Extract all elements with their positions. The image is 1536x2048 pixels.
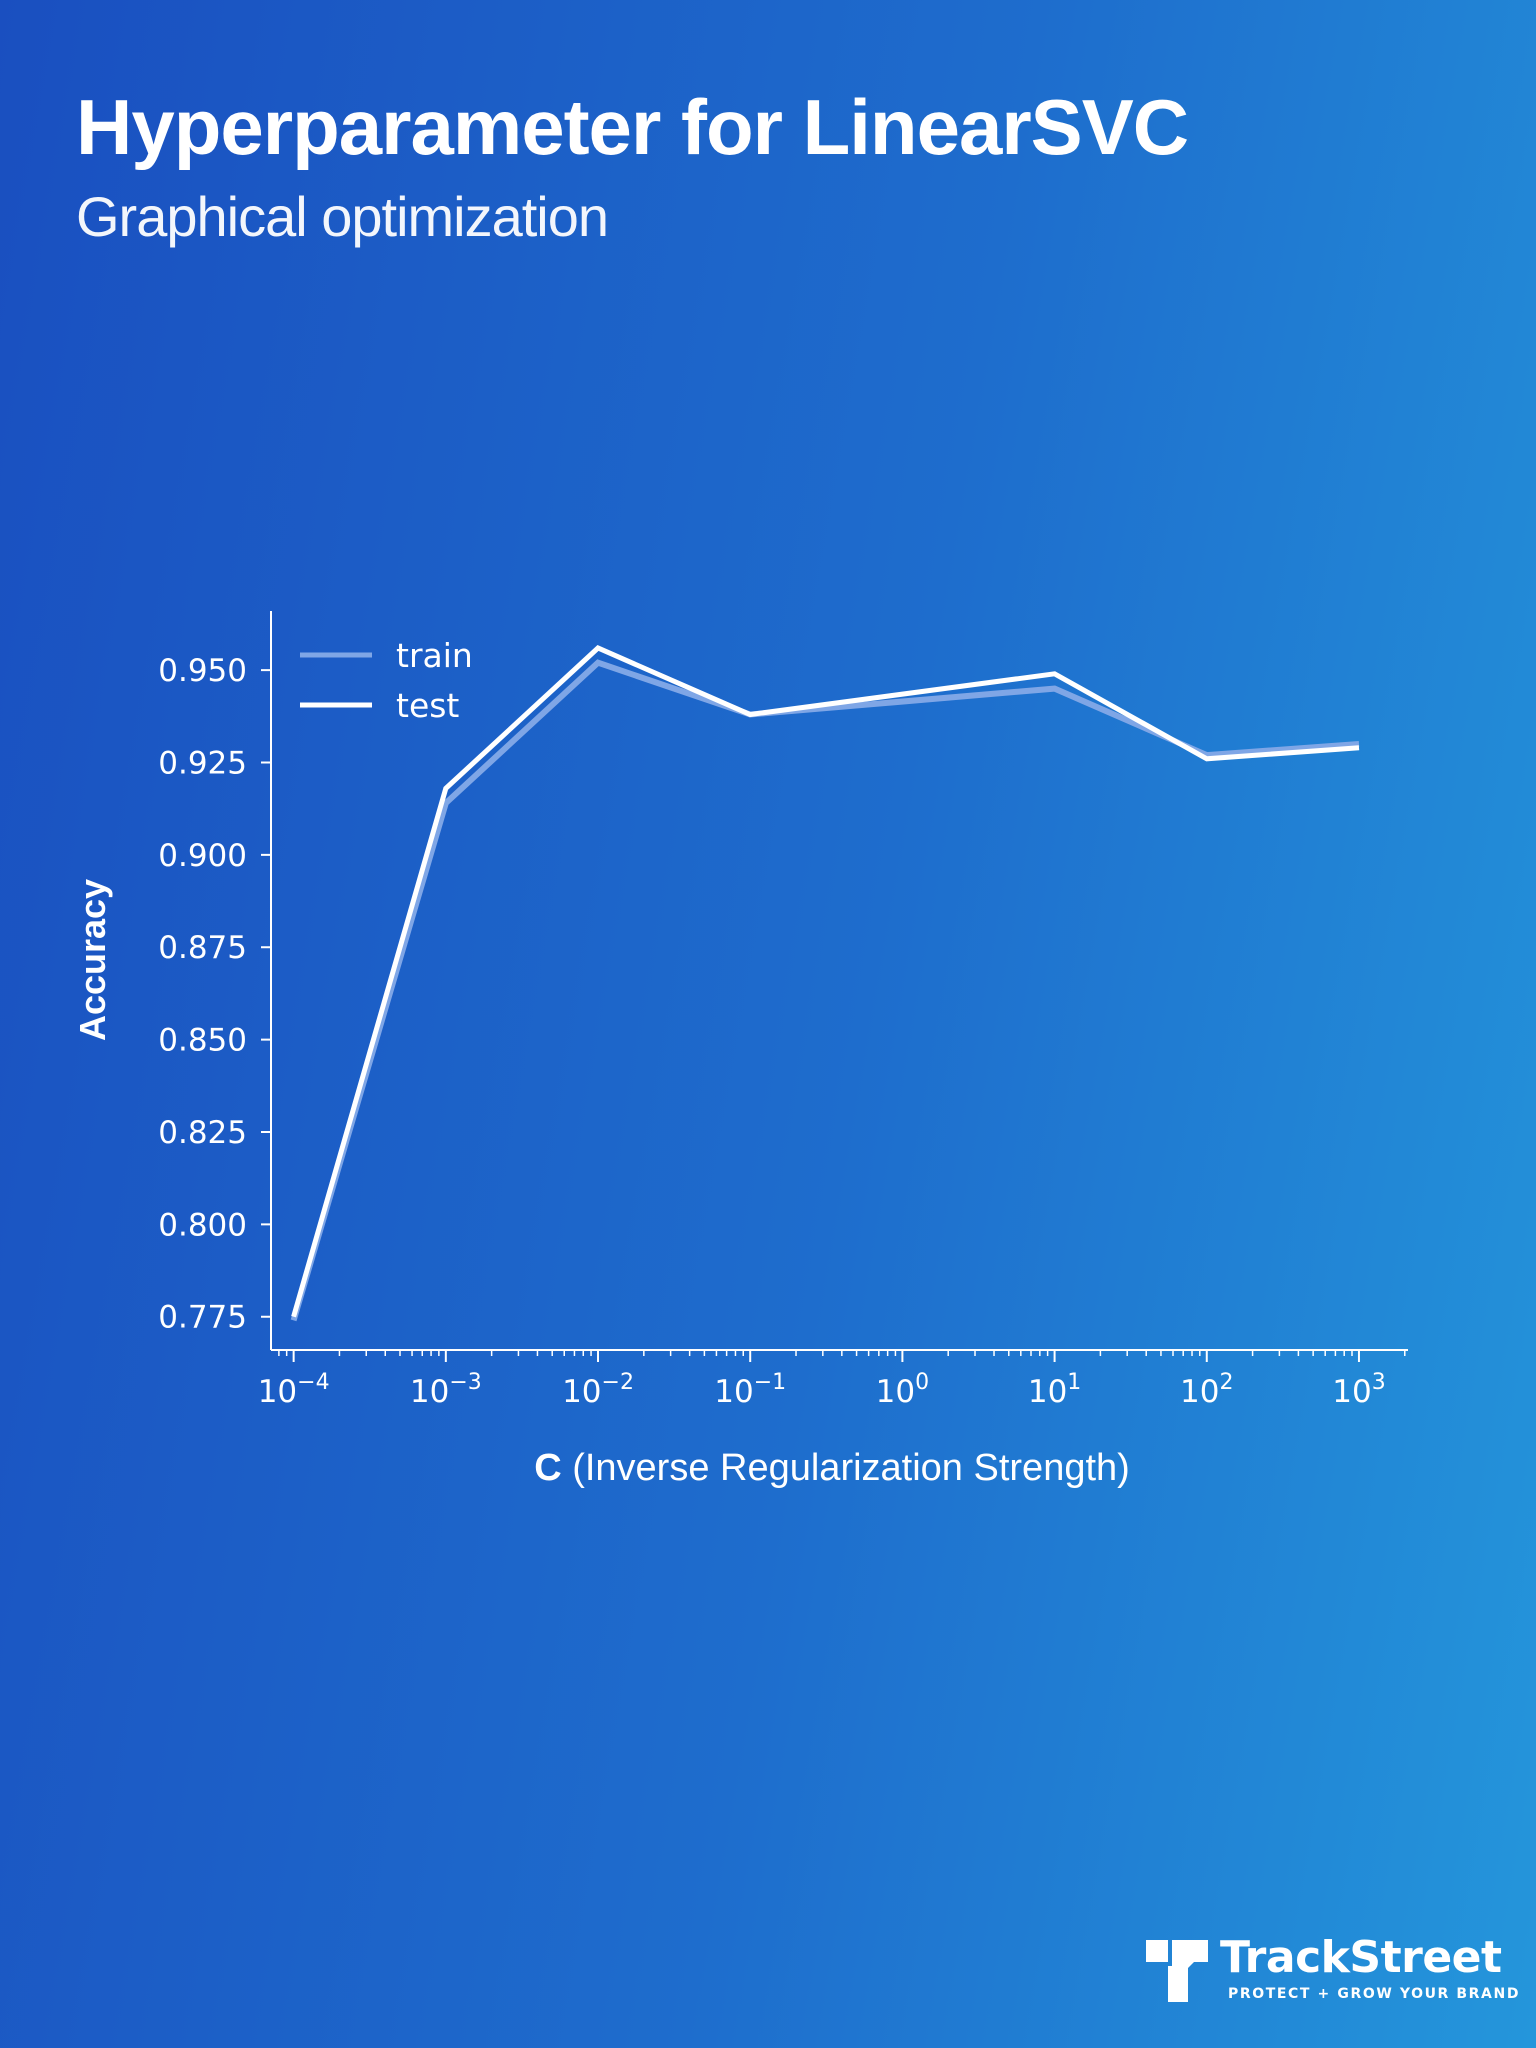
y-tick-label: 0.800 — [158, 1207, 247, 1243]
y-tick-label: 0.875 — [158, 930, 247, 966]
brand-tagline: PROTECT + GROW YOUR BRAND — [1228, 1986, 1521, 2002]
x-tick-label: 10−1 — [714, 1370, 786, 1410]
x-tick-label: 10−4 — [258, 1370, 330, 1410]
y-axis-label: Accuracy — [72, 879, 113, 1041]
legend-train-label: train — [396, 636, 473, 675]
x-tick-label: 102 — [1180, 1370, 1233, 1410]
test-line — [291, 645, 1360, 1318]
x-tick-label: 103 — [1332, 1370, 1385, 1410]
legend-test-label: test — [396, 686, 459, 725]
chart-series — [290, 645, 1360, 1322]
trackstreet-logo: TrackStreet PROTECT + GROW YOUR BRAND — [1146, 1932, 1518, 2002]
accuracy-chart: 0.775 0.800 0.825 0.850 0.875 0.900 0.925 0.950… — [72, 611, 1408, 1489]
y-tick-label: 0.825 — [158, 1115, 247, 1151]
y-tick-label: 0.925 — [158, 745, 247, 781]
y-tick-label: 0.900 — [158, 838, 247, 874]
x-tick-label: 100 — [876, 1370, 929, 1410]
y-tick-label: 0.850 — [158, 1023, 247, 1059]
x-axis-label-symbol: C — [534, 1447, 561, 1489]
y-tick-label: 0.950 — [158, 653, 247, 689]
x-tick-label: 101 — [1028, 1370, 1081, 1410]
trackstreet-t-icon — [1146, 1940, 1208, 2002]
x-axis-label: C (Inverse Regularization Strength) — [534, 1447, 1130, 1489]
y-tick-label: 0.775 — [158, 1300, 247, 1336]
train-line — [290, 659, 1360, 1322]
page-title: Hyperparameter for LinearSVC — [76, 83, 1189, 171]
x-tick-label: 10−3 — [410, 1370, 482, 1410]
page-subtitle: Graphical optimization — [76, 185, 609, 248]
x-axis-label-description: (Inverse Regularization Strength) — [562, 1447, 1130, 1489]
x-tick-label: 10−2 — [562, 1370, 634, 1410]
chart-axes: 0.775 0.800 0.825 0.850 0.875 0.900 0.925 0.950… — [158, 611, 1408, 1410]
brand-name: TrackStreet — [1220, 1932, 1502, 1983]
chart-legend: train test — [300, 636, 473, 725]
